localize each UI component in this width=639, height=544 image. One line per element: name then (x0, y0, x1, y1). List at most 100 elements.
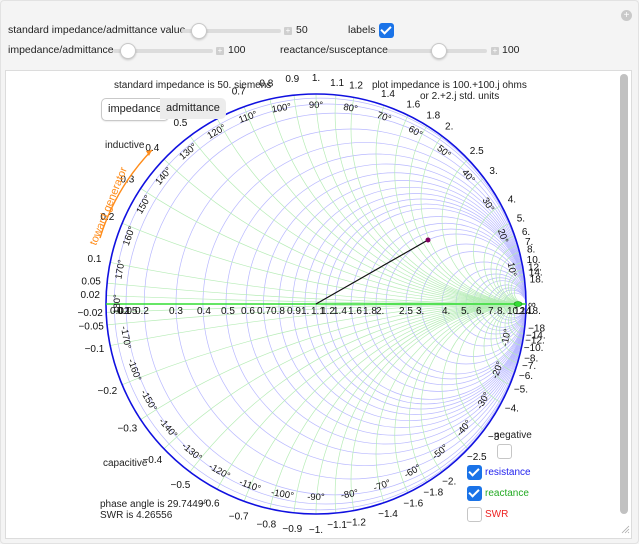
svg-text:8.: 8. (497, 306, 505, 317)
svg-text:-130°: -130° (179, 441, 204, 464)
options-plus-icon[interactable]: + (621, 10, 632, 21)
svg-text:−6.: −6. (519, 371, 533, 382)
svg-text:0.02: 0.02 (110, 306, 130, 317)
impedance-vector (315, 239, 429, 305)
svg-text:4.: 4. (508, 195, 516, 206)
std-impedance-info: standard impedance is 50. siemens (114, 80, 272, 91)
svg-text:−0.02: −0.02 (78, 308, 104, 319)
svg-text:0.5: 0.5 (221, 306, 235, 317)
svg-text:−0.3: −0.3 (117, 423, 137, 434)
svg-text:1.4: 1.4 (333, 306, 347, 317)
svg-text:1.4: 1.4 (381, 89, 395, 100)
infinity-label: ∞ (528, 299, 536, 311)
svg-text:1.1: 1.1 (311, 306, 325, 317)
svg-text:14.: 14. (529, 267, 543, 278)
svg-text:18.: 18. (527, 306, 541, 317)
vertical-scrollbar[interactable] (619, 72, 629, 522)
svg-text:0.02: 0.02 (80, 290, 100, 301)
generator-arc (99, 149, 153, 239)
std-impedance-value: 50 (296, 24, 308, 36)
labels-checkbox[interactable] (379, 23, 394, 38)
plus-icon[interactable]: + (216, 46, 224, 55)
svg-text:1.6: 1.6 (348, 306, 362, 317)
svg-text:−8.: −8. (524, 354, 538, 365)
tab-impedance[interactable]: impedance (101, 98, 169, 121)
impedance-slider[interactable] (113, 43, 213, 59)
svg-text:−0.6: −0.6 (200, 498, 220, 509)
arrow-icon (146, 150, 152, 156)
svg-text:1.6: 1.6 (406, 99, 420, 110)
reactance-checkbox[interactable] (467, 486, 482, 501)
svg-text:18.: 18. (530, 274, 544, 285)
swr-text: SWR is 4.26556 (100, 510, 173, 521)
resistance-label: resistance (485, 467, 531, 478)
svg-text:120°: 120° (205, 122, 228, 141)
svg-text:−12.: −12. (525, 336, 545, 347)
svg-text:0.7: 0.7 (232, 87, 246, 98)
std-impedance-slider[interactable] (181, 23, 281, 39)
scrollbar-thumb[interactable] (620, 74, 628, 514)
svg-text:50°: 50° (435, 143, 453, 161)
plus-icon[interactable]: + (284, 26, 292, 35)
negative-checkbox[interactable] (497, 444, 512, 459)
svg-text:7.: 7. (488, 306, 496, 317)
svg-text:10.: 10. (507, 306, 521, 317)
svg-text:−14.: −14. (526, 331, 546, 342)
std-impedance-label: standard impedance/admittance value (8, 24, 186, 36)
svg-text:0.1: 0.1 (117, 306, 131, 317)
svg-text:−0.7: −0.7 (229, 511, 249, 522)
reactance-value: 100 (502, 44, 520, 56)
swr-checkbox[interactable] (467, 507, 482, 522)
svg-text:0.9: 0.9 (287, 306, 301, 317)
svg-text:−2.: −2. (442, 477, 456, 488)
svg-text:0.05: 0.05 (81, 276, 101, 287)
svg-text:0.9: 0.9 (285, 74, 299, 85)
svg-text:8.: 8. (527, 244, 535, 255)
svg-text:1.8: 1.8 (426, 111, 440, 122)
svg-text:−0.2: −0.2 (98, 386, 118, 397)
slider-thumb[interactable] (120, 43, 136, 59)
resistance-checkbox[interactable] (467, 465, 482, 480)
svg-text:−1.2: −1.2 (346, 517, 366, 528)
svg-text:2.: 2. (376, 306, 384, 317)
svg-text:-140°: -140° (156, 416, 179, 441)
svg-text:−1.6: −1.6 (403, 499, 423, 510)
svg-text:1.8: 1.8 (363, 306, 377, 317)
svg-text:-90°: -90° (307, 492, 325, 503)
svg-text:90°: 90° (309, 100, 324, 111)
phase-angle-text: phase angle is 29.7449° (100, 499, 208, 510)
swr-label: SWR (485, 509, 509, 520)
svg-text:−1.1: −1.1 (327, 520, 347, 531)
svg-text:150°: 150° (134, 193, 153, 216)
svg-text:0.6: 0.6 (241, 306, 255, 317)
svg-text:−3: −3 (488, 432, 500, 443)
inductive-label: inductive (105, 140, 145, 151)
svg-text:1.1: 1.1 (330, 78, 344, 89)
svg-text:0.5: 0.5 (173, 118, 187, 129)
negative-label: negative (494, 430, 532, 441)
svg-text:10°: 10° (505, 261, 518, 277)
svg-text:-120°: -120° (207, 461, 232, 482)
svg-text:2.: 2. (445, 121, 453, 132)
svg-text:-170°: -170° (118, 325, 133, 350)
svg-text:2.5: 2.5 (470, 146, 484, 157)
slider-thumb[interactable] (191, 23, 207, 39)
plot-impedance-std: or 2.+2.j std. units (420, 91, 500, 102)
plus-icon[interactable]: + (491, 46, 499, 55)
svg-text:1.2: 1.2 (321, 306, 335, 317)
tab-admittance[interactable]: admittance (160, 98, 226, 119)
reactance-slider[interactable] (387, 43, 487, 59)
slider-thumb[interactable] (431, 43, 447, 59)
svg-text:−0.8: −0.8 (257, 519, 277, 530)
impedance-value: 100 (228, 44, 246, 56)
resize-grip-icon[interactable] (620, 524, 630, 534)
svg-text:60°: 60° (406, 124, 424, 141)
svg-text:0.1: 0.1 (88, 254, 102, 265)
plot-impedance-info: plot impedance is 100.+100.j ohms (372, 80, 527, 91)
svg-text:-30°: -30° (474, 390, 492, 411)
svg-text:0.2: 0.2 (135, 306, 149, 317)
svg-text:0.8: 0.8 (271, 306, 285, 317)
svg-text:−0.5: −0.5 (171, 480, 191, 491)
svg-text:6.: 6. (476, 306, 484, 317)
